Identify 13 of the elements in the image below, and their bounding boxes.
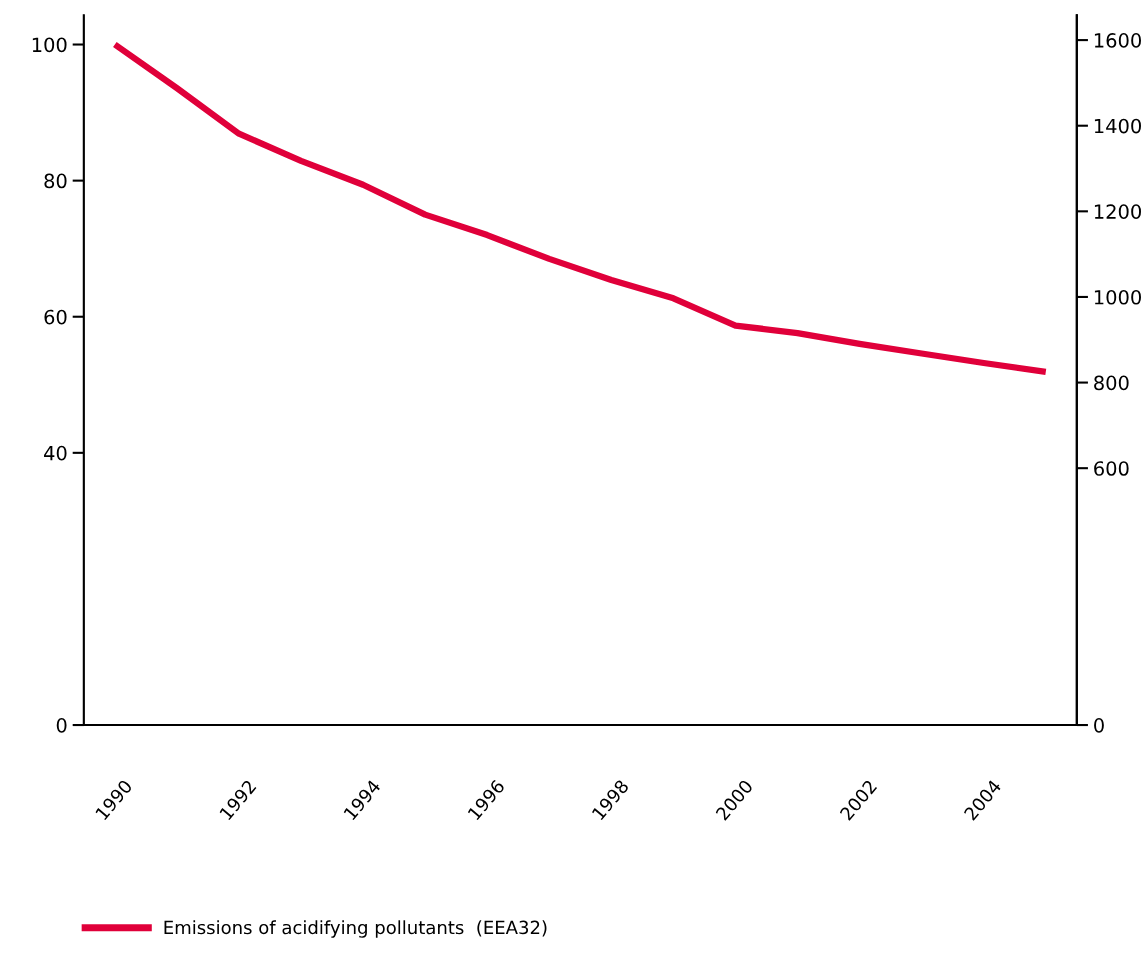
y-tick-label: 60: [44, 309, 67, 325]
y-tick-label: 100: [32, 37, 67, 53]
y-tick-label: 40: [44, 445, 67, 461]
y2-tick-label: 1600: [1094, 33, 1141, 48]
legend-label: Emissions of acidifying pollutants (EEA32): [164, 920, 547, 938]
y2-tick-label: 1400: [1094, 118, 1141, 134]
y-tick-label: 80: [44, 173, 67, 189]
y2-tick-label: 1200: [1094, 204, 1141, 219]
y2-tick-label: 600: [1094, 461, 1129, 476]
y2-tick-label: 0: [1094, 718, 1104, 733]
y2-tick-label: 1000: [1094, 289, 1141, 305]
y-tick-label: 0: [56, 718, 67, 733]
y2-tick-label: 800: [1094, 375, 1129, 391]
